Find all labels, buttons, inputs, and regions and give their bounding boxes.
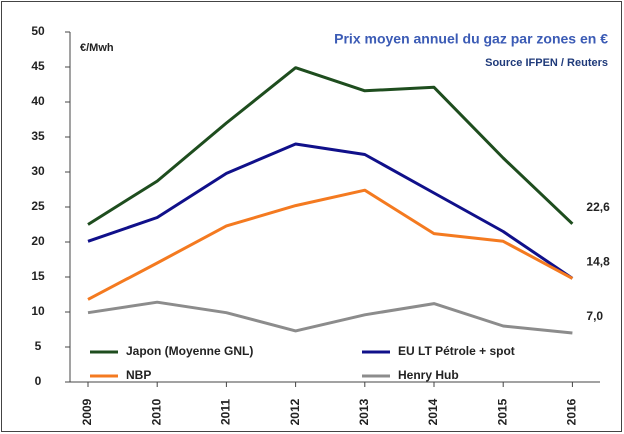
legend-label: Henry Hub bbox=[398, 368, 459, 382]
y-tick-label: 45 bbox=[31, 59, 45, 73]
y-tick-label: 30 bbox=[31, 164, 45, 178]
x-tick-label: 2011 bbox=[219, 399, 233, 425]
y-axis-label: €/Mwh bbox=[80, 42, 114, 54]
legend-label: NBP bbox=[126, 368, 151, 382]
legend-label: EU LT Pétrole + spot bbox=[398, 344, 515, 358]
y-tick-label: 20 bbox=[31, 234, 45, 248]
x-tick-label: 2015 bbox=[495, 398, 509, 425]
legend-label: Japon (Moyenne GNL) bbox=[126, 344, 253, 358]
series-line bbox=[87, 66, 574, 226]
y-tick-label: 5 bbox=[35, 339, 42, 353]
series-line bbox=[87, 188, 574, 301]
y-tick-label: 10 bbox=[31, 304, 45, 318]
y-tick-label: 25 bbox=[31, 199, 45, 213]
y-tick-label: 35 bbox=[31, 129, 45, 143]
x-tick-label: 2013 bbox=[357, 398, 371, 425]
x-tick-label: 2016 bbox=[565, 398, 579, 425]
y-tick-label: 50 bbox=[31, 24, 45, 38]
x-tick-label: 2010 bbox=[149, 398, 163, 425]
x-tick-label: 2014 bbox=[426, 398, 440, 425]
value-label: 22,6 bbox=[586, 200, 610, 214]
series-line bbox=[87, 142, 574, 280]
y-tick-label: 15 bbox=[31, 269, 45, 283]
value-label: 7,0 bbox=[586, 309, 603, 323]
series-line bbox=[87, 300, 573, 335]
chart-subtitle: Source IFPEN / Reuters bbox=[485, 57, 608, 69]
value-label: 14,8 bbox=[586, 255, 610, 269]
x-tick-label: 2009 bbox=[80, 398, 94, 425]
x-tick-label: 2012 bbox=[288, 398, 302, 425]
y-tick-label: 0 bbox=[35, 374, 42, 388]
y-tick-label: 40 bbox=[31, 94, 45, 108]
chart-title: Prix moyen annuel du gaz par zones en € bbox=[334, 31, 608, 47]
